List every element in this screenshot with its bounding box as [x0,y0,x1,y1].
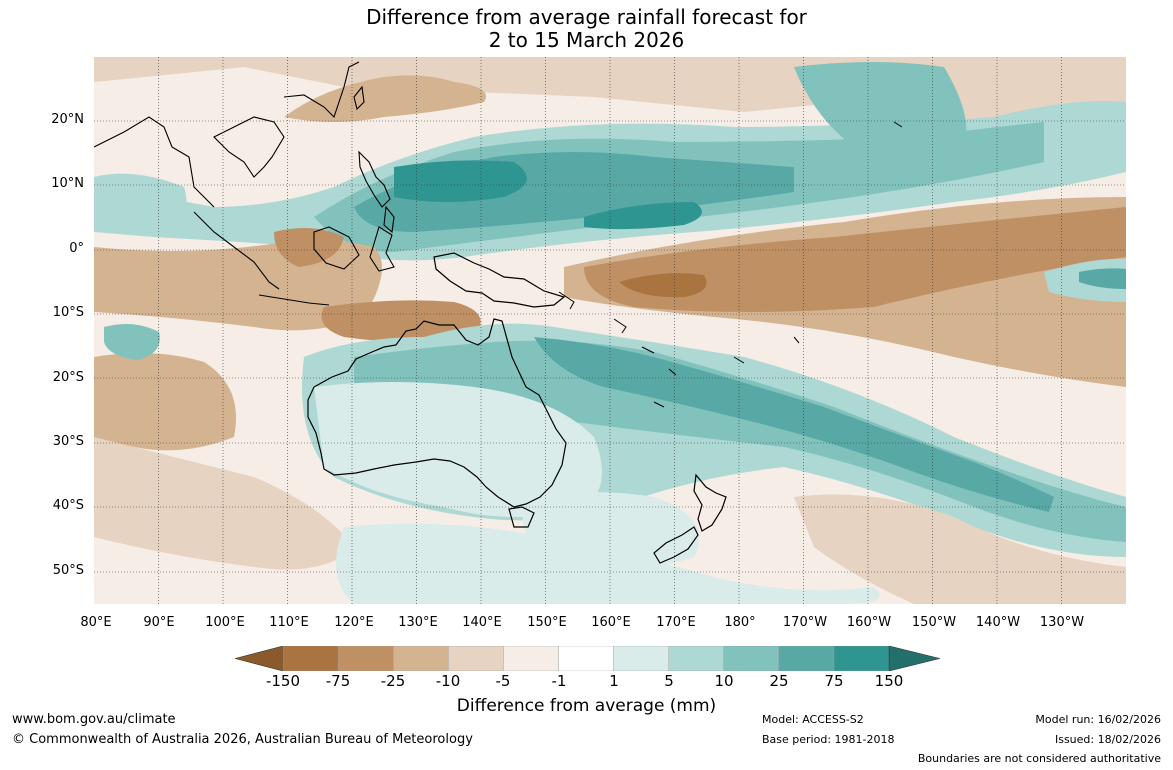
rainfall-anomaly-map [94,57,1126,604]
website-link[interactable]: www.bom.gov.au/climate [12,712,176,727]
lat-label-20n: 20°N [51,112,84,127]
colorbar-swatch [392,646,449,671]
lat-label-40s: 40°S [52,498,84,513]
dry-zone-southern-east [794,494,1126,604]
dry-zone-indian-ocean-south [94,437,354,570]
boundaries-disclaimer: Boundaries are not considered authoritat… [917,752,1161,765]
dry-belt-core [584,207,1126,312]
wet-blob-east-pacific-core [1079,268,1126,289]
graticule [94,57,1126,604]
lon-label-140w: 140°W [975,615,1021,630]
colorbar-swatch [778,646,835,671]
colorbar-label: 75 [824,672,844,690]
wet-zone-bay-of-bengal [94,173,187,234]
colorbar-arrow-low [235,646,284,671]
base-period: Base period: 1981-2018 [762,733,895,746]
colorbar-label: -75 [325,672,351,690]
dry-zone-indian-ocean-west [94,353,236,451]
tasmania-coastline [508,506,535,528]
lon-label-160w: 160°W [846,615,892,630]
lon-label-160e: 160°E [591,615,631,630]
colorbar-label: 10 [714,672,734,690]
colorbar-label: -10 [435,672,461,690]
lon-label-100e: 100°E [205,615,245,630]
colorbar-label: 1 [609,672,619,690]
lon-label-150w: 150°W [911,615,957,630]
new-zealand-north-island [693,473,727,532]
lon-label-80e: 80°E [80,615,112,630]
dry-zone-philippine-sea [284,75,486,122]
colorbar-label: -1 [551,672,567,690]
lon-label-120e: 120°E [334,615,374,630]
colorbar-swatch [668,646,725,671]
lon-label-150e: 150°E [527,615,567,630]
wet-core-east [584,202,702,230]
colorbar-swatch [282,646,339,671]
wet-core-central-pacific [394,160,527,202]
wet-zone-australia-southeast [314,382,602,517]
colorbar-label: 5 [664,672,674,690]
issued-date: Issued: 18/02/2026 [1054,733,1161,746]
lon-label-170w: 170°W [782,615,828,630]
lon-label-130e: 130°E [398,615,438,630]
map-title-line-2: 2 to 15 March 2026 [488,28,685,52]
lon-label-140e: 140°E [462,615,502,630]
colorbar-swatch [448,646,504,671]
wet-band-inner [354,340,1126,542]
taiwan-coastline [353,85,365,111]
wet-blob-indian-ocean [104,323,160,360]
lon-label-110e: 110°E [269,615,309,630]
colorbar-label: -5 [495,672,511,690]
lat-label-20s: 20°S [52,370,84,385]
wet-band-core [534,337,1054,512]
colorbar-swatch [723,646,780,671]
colorbar-label: 150 [874,672,904,690]
colorbar-swatch [613,646,669,671]
dry-zone-timor [321,300,481,342]
new-guinea-coastline [433,252,566,308]
wet-zone-northeast [794,62,967,152]
lat-label-10s: 10°S [52,305,84,320]
australia-coastline [307,318,567,508]
colorbar-title: Difference from average (mm) [456,696,717,716]
colorbar-label: -150 [265,672,301,690]
colorbar-label: 25 [769,672,789,690]
lat-label-50s: 50°S [52,563,84,578]
philippines-coastline [358,150,395,234]
lat-label-30s: 30°S [52,434,84,449]
map-title-line-1: Difference from average rainfall forecas… [366,5,807,29]
colorbar-arrow-high [888,646,940,671]
colorbar-swatch [503,646,559,671]
lon-label-90e: 90°E [143,615,175,630]
lon-label-180: 180° [724,615,756,630]
indonesia-coastline [193,211,395,306]
dry-core-170e [619,273,707,298]
colorbar [235,646,940,671]
colorbar-swatch [558,646,614,671]
model-name: Model: ACCESS-S2 [762,713,864,726]
lon-label-170e: 170°E [656,615,696,630]
colorbar-swatch [833,646,890,671]
colorbar-swatch [337,646,394,671]
copyright-text: © Commonwealth of Australia 2026, Austra… [12,732,473,747]
wet-zone-southern-ocean [336,523,880,604]
dry-zone-banda [274,228,344,267]
lat-label-0: 0° [69,241,84,256]
model-run-date: Model run: 16/02/2026 [1035,713,1161,726]
new-zealand-south-island [653,526,699,564]
southeast-asia-coastline [94,61,360,208]
lon-label-130w: 130°W [1039,615,1085,630]
lat-label-10n: 10°N [51,176,84,191]
colorbar-label: -25 [380,672,406,690]
